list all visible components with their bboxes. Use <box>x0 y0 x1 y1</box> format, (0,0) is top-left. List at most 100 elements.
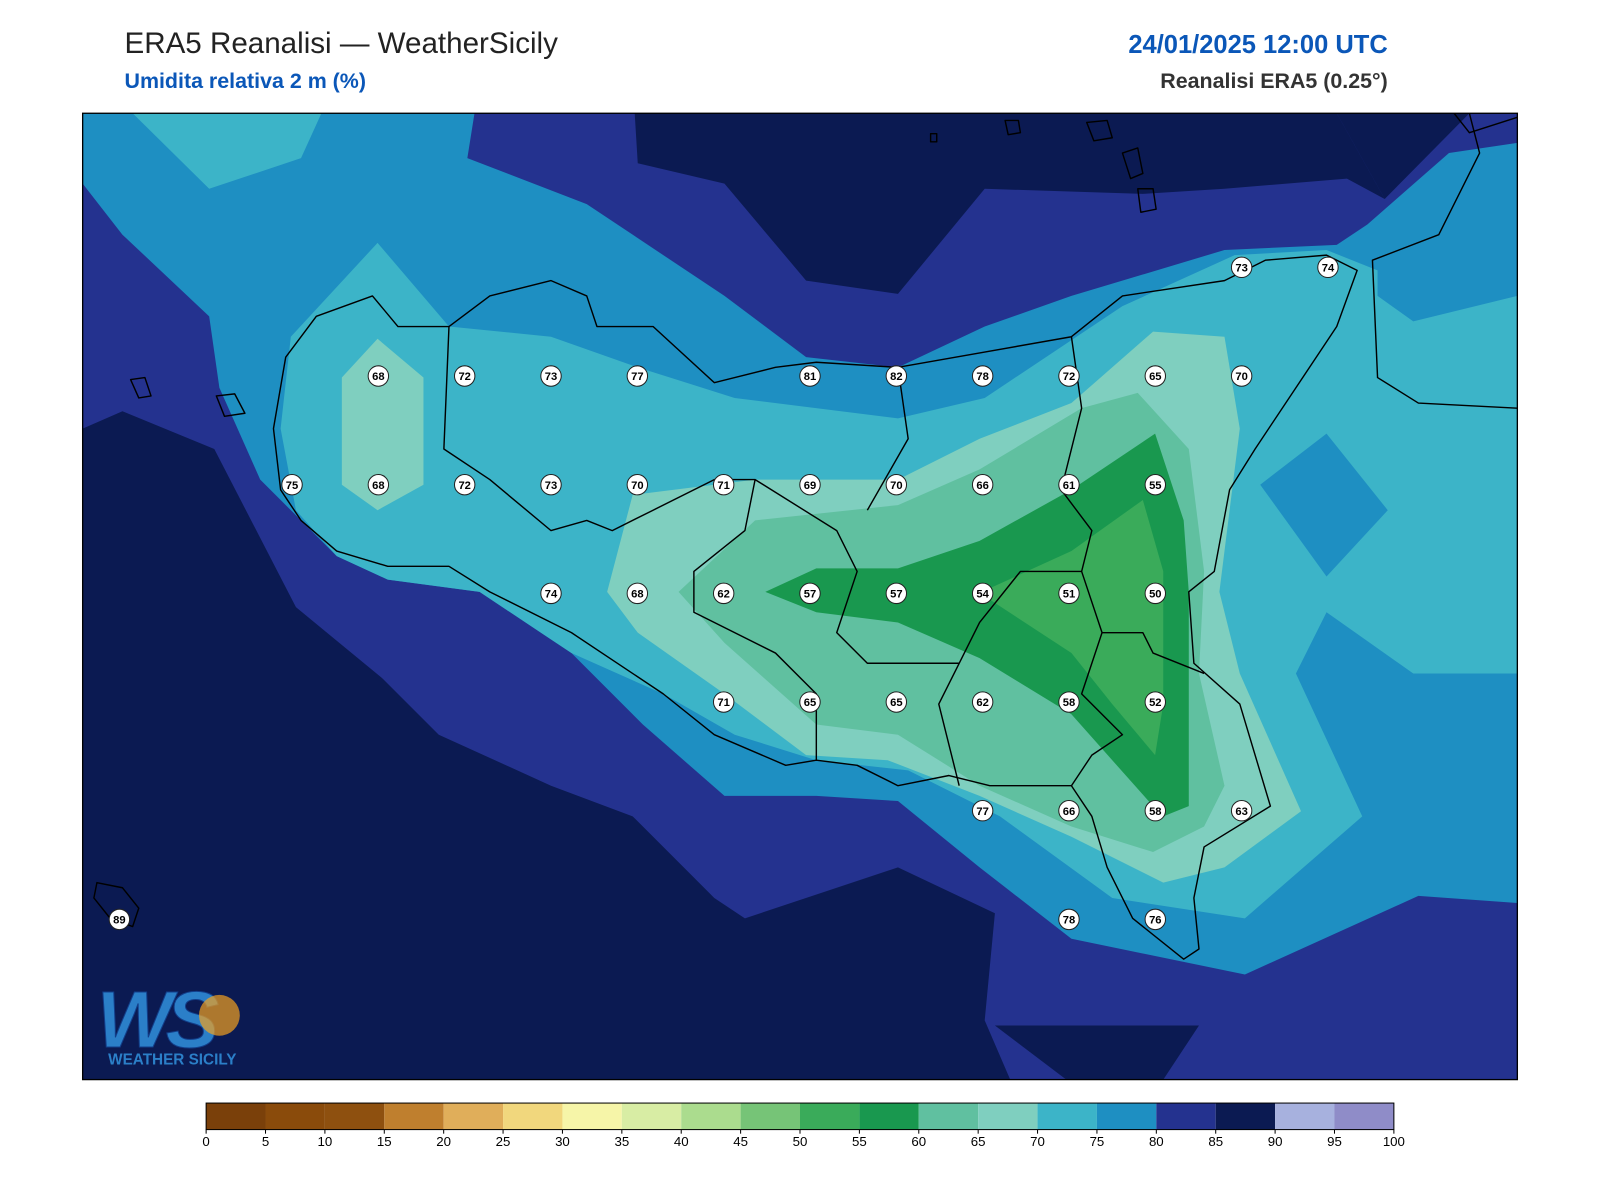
colorbar-segment <box>978 1103 1038 1130</box>
colorbar-segment <box>206 1103 266 1130</box>
station-value: 61 <box>1063 480 1075 492</box>
station-value: 72 <box>458 480 470 492</box>
colorbar-tick-label: 5 <box>262 1134 269 1149</box>
station-marker <box>540 365 562 387</box>
colorbar-segment <box>918 1103 979 1130</box>
colorbar-tick-label: 65 <box>971 1134 986 1149</box>
contour-85-90 <box>1336 113 1470 199</box>
colorbar-tick-label: 80 <box>1149 1134 1164 1149</box>
colorbar-segment <box>443 1103 504 1130</box>
station-marker <box>453 365 476 387</box>
station-value: 73 <box>545 371 557 383</box>
station-marker <box>1058 582 1080 605</box>
station-value: 82 <box>890 371 902 383</box>
station-marker <box>971 473 994 496</box>
station-marker <box>1144 908 1167 931</box>
station-value: 74 <box>545 588 558 600</box>
station-value: 71 <box>717 480 729 492</box>
colorbar-tick-label: 75 <box>1090 1134 1105 1149</box>
station-marker <box>281 473 303 496</box>
station-layer: 73 74 68 72 73 77 81 82 78 72 65 70 75 68 72 73 70 71 69 70… <box>108 256 1339 931</box>
colorbar-tick-label: 30 <box>555 1134 570 1149</box>
station-value: 68 <box>631 588 643 600</box>
logo: WS WEATHER SICILY <box>96 974 240 1068</box>
station-value: 54 <box>976 588 989 600</box>
contour-85-90 <box>634 113 1385 294</box>
colorbar-tick-label: 35 <box>614 1134 629 1149</box>
colorbar-tick-label: 40 <box>674 1134 689 1149</box>
contour-75-80 <box>1260 433 1388 577</box>
station-value: 66 <box>976 480 988 492</box>
colorbar-segment <box>1037 1103 1097 1130</box>
contour-50-55 <box>979 500 1164 756</box>
colorbar-segment <box>384 1103 444 1130</box>
colorbar: 0 5 10 15 20 25 30 35 40 45 50 55 60 65 70 75 80 85 90 95 10… <box>202 1102 1405 1149</box>
station-value: 74 <box>1322 262 1335 274</box>
station-value: 78 <box>1063 914 1075 926</box>
station-marker <box>626 582 649 605</box>
station-marker <box>626 473 649 496</box>
station-value: 76 <box>1149 914 1161 926</box>
station-marker <box>626 365 649 387</box>
station-value: 65 <box>804 697 816 709</box>
colorbar-tick-label: 15 <box>377 1134 392 1149</box>
colorbar-segment <box>1275 1103 1335 1130</box>
station-marker <box>799 365 821 387</box>
station-value: 73 <box>545 480 557 492</box>
coastline <box>272 254 1358 960</box>
colorbar-segment <box>1334 1103 1394 1130</box>
map-frame <box>81 112 1519 1081</box>
colorbar-tick-label: 25 <box>496 1134 511 1149</box>
station-value: 71 <box>717 697 729 709</box>
station-marker <box>1058 691 1080 713</box>
station-value: 78 <box>976 371 988 383</box>
station-marker <box>1144 800 1167 822</box>
station-marker <box>1058 908 1080 931</box>
station-marker <box>885 365 908 387</box>
colorbar-tick-label: 95 <box>1327 1134 1342 1149</box>
contour-70-75 <box>132 113 322 189</box>
colorbar-segment <box>503 1103 563 1130</box>
colorbar-tick-label: 70 <box>1030 1134 1045 1149</box>
station-marker <box>799 691 821 713</box>
colorbar-segment <box>562 1103 622 1130</box>
coastline <box>1371 113 1518 409</box>
colorbar-segment <box>265 1103 325 1130</box>
colorbar-tick-label: 10 <box>318 1134 333 1149</box>
station-value: 81 <box>804 371 816 383</box>
colorbar-tick-label: 55 <box>852 1134 867 1149</box>
station-value: 57 <box>804 588 816 600</box>
station-marker <box>712 691 735 713</box>
station-marker <box>1317 256 1339 279</box>
station-marker <box>971 691 994 713</box>
station-marker <box>971 365 994 387</box>
station-marker <box>885 473 908 496</box>
contour-85-90 <box>82 411 1011 1080</box>
station-marker <box>712 582 735 605</box>
station-marker <box>885 582 908 605</box>
station-value: 50 <box>1149 588 1161 600</box>
station-marker <box>799 582 821 605</box>
station-value: 68 <box>372 480 384 492</box>
map <box>82 113 1518 1080</box>
subtitle: Umidita relativa 2 m (%) <box>124 69 366 93</box>
colorbar-segment <box>1156 1103 1216 1130</box>
station-marker <box>540 473 562 496</box>
station-value: 77 <box>631 371 643 383</box>
station-marker <box>1144 365 1167 387</box>
colorbar-segment <box>859 1103 919 1130</box>
station-value: 66 <box>1063 806 1075 818</box>
station-marker <box>108 908 131 931</box>
station-marker <box>1230 256 1253 279</box>
source: Reanalisi ERA5 (0.25°) <box>1160 69 1387 93</box>
colorbar-segment <box>1096 1103 1157 1130</box>
station-marker <box>712 473 735 496</box>
station-value: 72 <box>458 371 470 383</box>
station-marker <box>885 691 908 713</box>
station-value: 77 <box>976 806 988 818</box>
station-value: 63 <box>1235 806 1247 818</box>
station-value: 70 <box>890 480 902 492</box>
station-value: 58 <box>1063 697 1075 709</box>
